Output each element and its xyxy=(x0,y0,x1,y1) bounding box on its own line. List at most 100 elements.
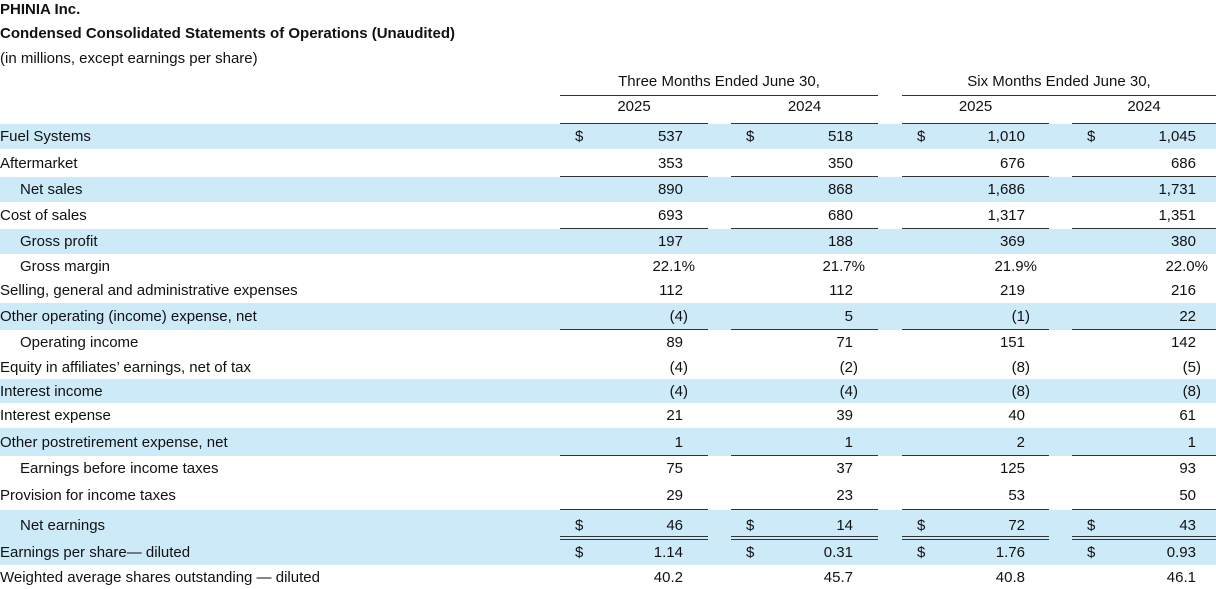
value: 676 xyxy=(999,154,1025,172)
value: (4) xyxy=(669,308,688,325)
value: 22.1% xyxy=(652,257,695,275)
row-label: Fuel Systems xyxy=(0,128,91,145)
row xyxy=(0,330,1216,355)
row-label: Interest income xyxy=(0,382,103,400)
value: 21.9% xyxy=(994,257,1037,275)
group-header: Six Months Ended June 30, xyxy=(967,73,1151,90)
row xyxy=(0,540,1216,565)
value: 75 xyxy=(666,460,683,477)
rule xyxy=(560,455,708,456)
rule xyxy=(902,329,1049,330)
row xyxy=(0,428,1216,456)
row-label: Other postretirement expense, net xyxy=(0,433,228,451)
value: 0.93 xyxy=(1166,544,1196,561)
row xyxy=(0,403,1216,428)
rule xyxy=(560,123,708,124)
currency: $ xyxy=(746,516,755,534)
value: 868 xyxy=(827,181,853,198)
value: 23 xyxy=(836,487,853,504)
value: (4) xyxy=(839,382,858,400)
value: 380 xyxy=(1170,233,1196,250)
rule xyxy=(902,228,1049,229)
rule xyxy=(560,228,708,229)
value: 151 xyxy=(999,334,1025,351)
value: 71 xyxy=(836,334,853,351)
rule xyxy=(1072,176,1216,177)
row-label: Net earnings xyxy=(20,516,106,534)
value: 1.76 xyxy=(995,544,1025,561)
value: 350 xyxy=(827,154,853,172)
rule xyxy=(902,176,1049,177)
value: 219 xyxy=(999,282,1025,299)
value: 40 xyxy=(1008,407,1025,424)
row xyxy=(0,481,1216,510)
value: 39 xyxy=(836,407,853,424)
value: 1,010 xyxy=(987,128,1025,145)
rule xyxy=(902,539,1049,540)
row-label: Equity in affiliates’ earnings, net of t… xyxy=(0,358,251,376)
note: (in millions, except earnings per share) xyxy=(0,50,258,67)
subtitle: Condensed Consolidated Statements of Ope… xyxy=(0,25,456,42)
rule xyxy=(731,536,878,537)
value: 22.0% xyxy=(1165,257,1208,275)
row xyxy=(0,149,1216,177)
value: 125 xyxy=(999,460,1025,477)
value: 5 xyxy=(844,308,853,325)
year-header: 2025 xyxy=(958,98,993,115)
rule xyxy=(560,176,708,177)
value: 89 xyxy=(666,334,683,351)
rule xyxy=(1072,509,1216,510)
currency: $ xyxy=(1087,128,1096,145)
value: 353 xyxy=(657,154,683,172)
value: 1 xyxy=(674,433,683,451)
value: (8) xyxy=(1182,382,1201,400)
rule xyxy=(731,509,878,510)
rule xyxy=(731,329,878,330)
currency: $ xyxy=(1087,544,1096,561)
currency: $ xyxy=(746,128,755,145)
value: 680 xyxy=(827,207,853,224)
value: 890 xyxy=(657,181,683,198)
value: 40.8 xyxy=(995,568,1025,586)
value: 537 xyxy=(657,128,683,145)
rule xyxy=(1072,123,1216,124)
rule xyxy=(560,536,708,537)
currency: $ xyxy=(575,516,584,534)
value: 188 xyxy=(827,233,853,250)
value: 22 xyxy=(1179,308,1196,325)
year-header: 2025 xyxy=(617,98,651,115)
currency: $ xyxy=(575,544,584,561)
value: 1,686 xyxy=(987,181,1025,198)
value: 0.31 xyxy=(823,544,853,561)
value: 46 xyxy=(666,516,683,534)
currency: $ xyxy=(1087,516,1096,534)
row xyxy=(0,229,1216,254)
group-header: Three Months Ended June 30, xyxy=(618,73,820,90)
value: 693 xyxy=(657,207,683,224)
row xyxy=(0,303,1216,330)
value: 197 xyxy=(657,233,683,250)
row-label: Operating income xyxy=(20,334,139,351)
row-label: Provision for income taxes xyxy=(0,487,176,504)
row-label: Selling, general and administrative expe… xyxy=(0,282,298,299)
row-label: Other operating (income) expense, net xyxy=(0,308,257,325)
rule xyxy=(560,95,878,96)
value: 14 xyxy=(836,516,853,534)
value: (5) xyxy=(1182,358,1201,376)
value: (2) xyxy=(839,358,858,376)
row-label: Net sales xyxy=(20,181,83,198)
rule xyxy=(902,455,1049,456)
value: 43 xyxy=(1179,516,1196,534)
row xyxy=(0,177,1216,202)
rule xyxy=(902,536,1049,537)
value: 29 xyxy=(666,487,683,504)
rule xyxy=(1072,329,1216,330)
rule xyxy=(902,123,1049,124)
value: 21 xyxy=(666,407,683,424)
row-label: Cost of sales xyxy=(0,207,87,224)
value: 1,045 xyxy=(1158,128,1196,145)
value: 1 xyxy=(1187,433,1196,451)
value: 21.7% xyxy=(822,257,865,275)
row xyxy=(0,202,1216,229)
